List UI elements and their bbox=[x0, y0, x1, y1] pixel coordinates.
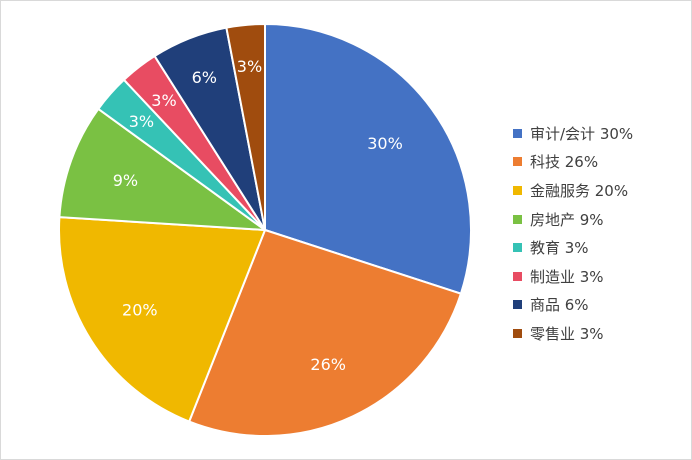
pie-slice-1 bbox=[187, 228, 463, 437]
legend-label-4: 教育 3% bbox=[530, 239, 589, 258]
legend-swatch-3 bbox=[513, 214, 522, 224]
legend-item-6: 商品 6% bbox=[513, 291, 633, 320]
legend-label-6: 商品 6% bbox=[530, 296, 589, 315]
legend: 审计/会计 30% 科技 26% 金融服务 20% 房地产 9% 教育 3% 制造业 3%… bbox=[513, 119, 633, 348]
legend-label-7: 零售业 3% bbox=[530, 324, 604, 343]
slice-data-label-3: 9% bbox=[113, 171, 138, 190]
legend-label-0: 审计/会计 30% bbox=[530, 124, 634, 143]
legend-swatch-1 bbox=[513, 157, 522, 167]
legend-item-3: 房地产 9% bbox=[513, 205, 633, 234]
legend-label-5: 制造业 3% bbox=[530, 267, 604, 286]
legend-item-5: 制造业 3% bbox=[513, 262, 633, 291]
slice-data-label-6: 6% bbox=[192, 68, 217, 87]
legend-swatch-2 bbox=[513, 185, 522, 195]
legend-item-4: 教育 3% bbox=[513, 233, 633, 262]
legend-item-0: 审计/会计 30% bbox=[513, 119, 633, 148]
slice-data-label-5: 3% bbox=[151, 91, 176, 110]
legend-swatch-7 bbox=[513, 328, 522, 338]
slice-data-label-0: 30% bbox=[367, 134, 403, 153]
pie-slice-2 bbox=[58, 216, 267, 423]
pie-slice-7 bbox=[225, 22, 266, 231]
legend-item-7: 零售业 3% bbox=[513, 319, 633, 348]
legend-swatch-4 bbox=[513, 243, 522, 253]
legend-label-3: 房地产 9% bbox=[530, 210, 604, 229]
legend-swatch-5 bbox=[513, 271, 522, 281]
slice-data-label-7: 3% bbox=[237, 57, 262, 76]
legend-label-1: 科技 26% bbox=[530, 153, 599, 172]
legend-item-2: 金融服务 20% bbox=[513, 176, 633, 205]
slice-data-label-4: 3% bbox=[129, 112, 154, 131]
legend-swatch-6 bbox=[513, 300, 522, 310]
slice-data-label-1: 26% bbox=[310, 355, 346, 374]
legend-item-1: 科技 26% bbox=[513, 148, 633, 177]
legend-label-2: 金融服务 20% bbox=[530, 181, 629, 200]
pie-slice-0 bbox=[264, 22, 472, 295]
legend-swatch-0 bbox=[513, 128, 522, 138]
slice-data-label-2: 20% bbox=[122, 301, 158, 320]
pie-slice-3 bbox=[58, 107, 269, 232]
